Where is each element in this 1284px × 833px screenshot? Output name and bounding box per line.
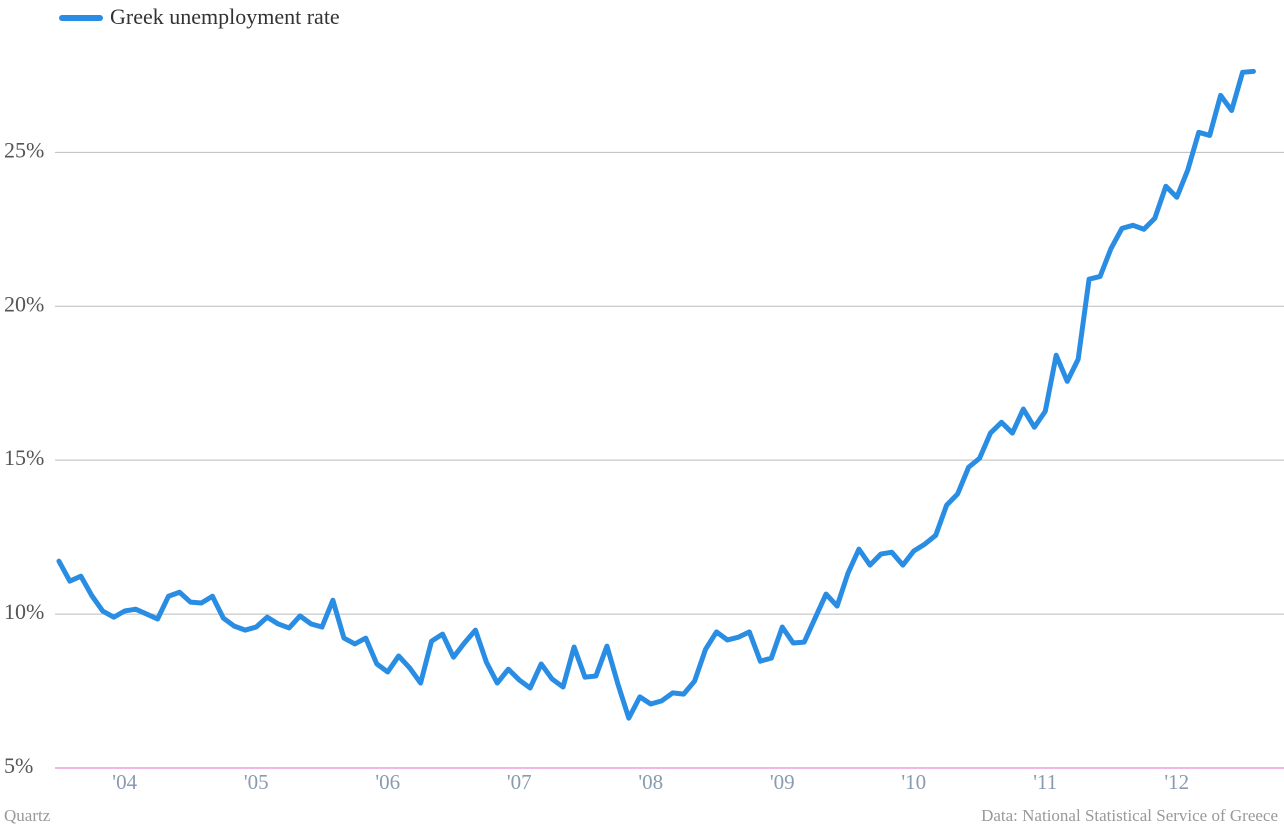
legend-label: Greek unemployment rate	[110, 4, 340, 29]
y-tick-label: 10%	[4, 599, 44, 624]
y-tick-label: 25%	[4, 137, 44, 162]
y-tick-label: 15%	[4, 445, 44, 470]
x-tick-label: '07	[507, 770, 532, 794]
line	[56, 68, 1256, 721]
y-tick-label: 20%	[4, 291, 44, 316]
y-tick-label: 5%	[4, 753, 33, 778]
x-tick-label: '11	[1033, 770, 1057, 794]
source: Data: National Statistical Service of Gr…	[981, 806, 1278, 825]
x-tick-label: '08	[638, 770, 663, 794]
credit: Quartz	[4, 806, 51, 825]
x-tick-label: '09	[770, 770, 795, 794]
x-tick-label: '06	[375, 770, 400, 794]
x-tick-label: '10	[901, 770, 926, 794]
x-tick-label: '12	[1164, 770, 1189, 794]
x-tick-label: '04	[112, 770, 137, 794]
x-tick-label: '05	[244, 770, 269, 794]
